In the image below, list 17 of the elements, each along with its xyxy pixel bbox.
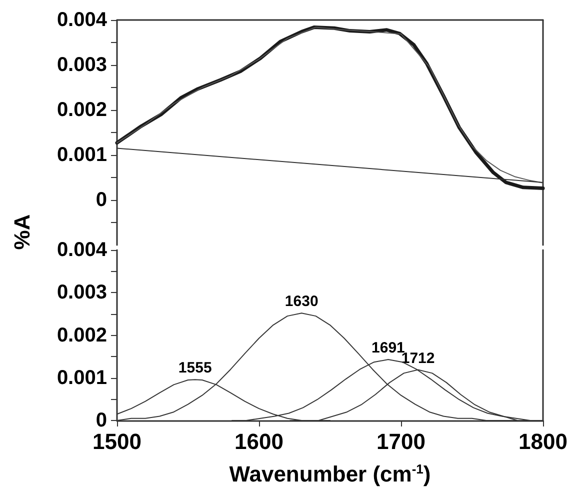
y-tick-label: 0.001 (56, 144, 107, 166)
y-axis-title: %A (10, 214, 34, 250)
y-tick-label: 0.004 (56, 9, 108, 31)
y-tick-label: 0 (96, 410, 107, 432)
x-tick-label: 1500 (92, 429, 142, 454)
y-tick-label: 0.002 (56, 99, 107, 121)
annotation: 1555 (178, 360, 212, 377)
annotation: 1630 (284, 293, 318, 310)
y-tick-label: 0 (96, 189, 107, 211)
x-tick-label: 1700 (376, 429, 426, 454)
y-tick-label: 0.003 (56, 54, 107, 76)
y-tick-label: 0.001 (56, 366, 107, 389)
x-tick-label: 1800 (518, 429, 568, 454)
x-tick-label: 1600 (234, 429, 284, 454)
y-tick-label: 0.002 (56, 324, 107, 346)
y-tick-label: 0.004 (56, 239, 108, 261)
y-tick-label: 0.003 (56, 282, 107, 304)
